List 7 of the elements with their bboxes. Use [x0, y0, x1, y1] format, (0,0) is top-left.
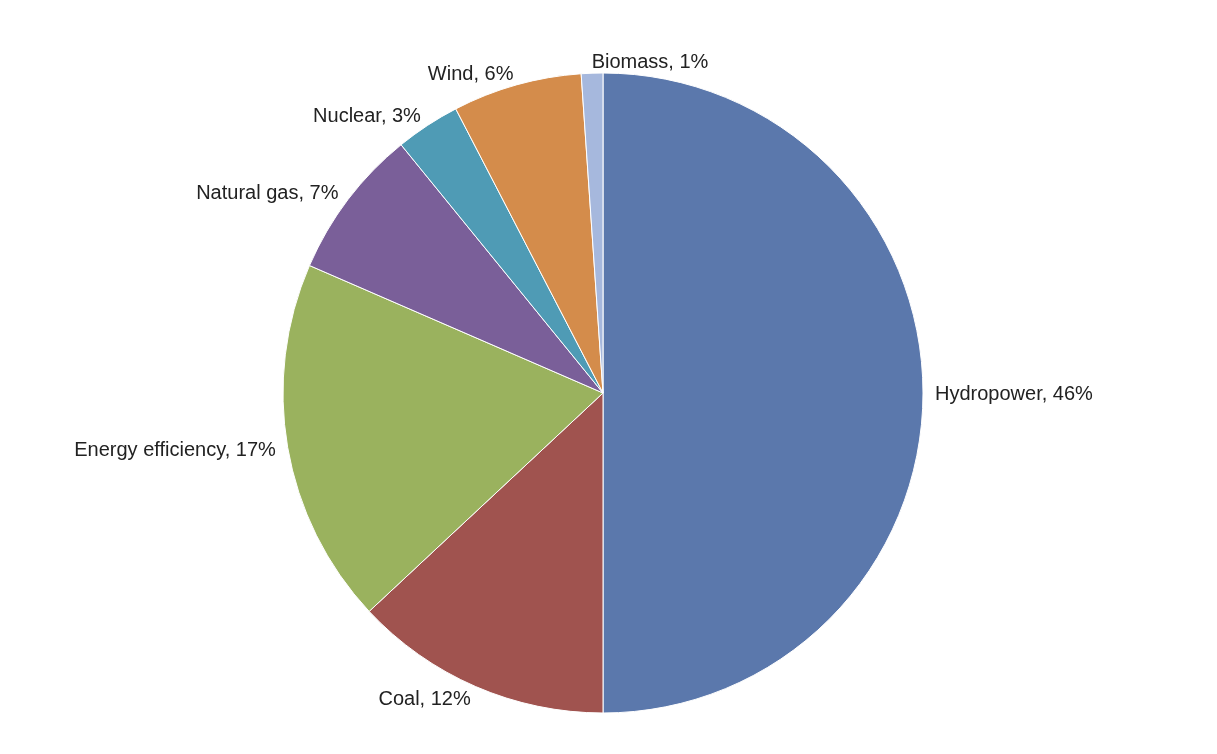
- slice-label: Nuclear, 3%: [313, 104, 422, 127]
- slice-label: Coal, 12%: [378, 686, 471, 709]
- slice-label: Energy efficiency, 17%: [74, 438, 277, 461]
- slice-label: Wind, 6%: [427, 62, 514, 85]
- slice-label: Biomass, 1%: [591, 50, 709, 73]
- slice-label: Hydropower, 46%: [935, 382, 1094, 404]
- slice-label: Natural gas, 7%: [196, 181, 339, 204]
